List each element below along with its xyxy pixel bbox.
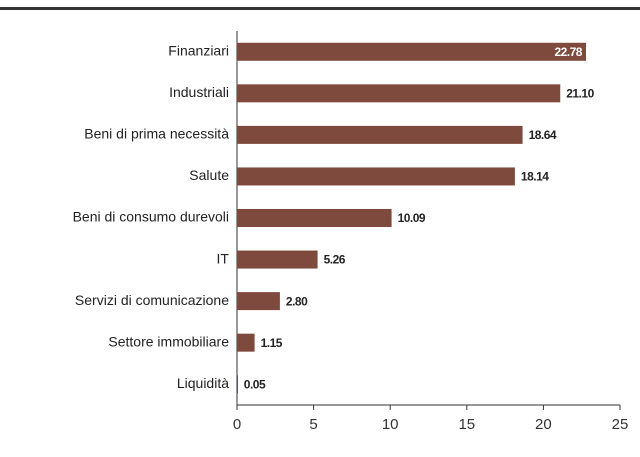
bar: [237, 125, 523, 144]
bar: [237, 209, 392, 227]
y-tick-label: Beni di prima necessità: [84, 126, 229, 142]
value-label: 22.78: [554, 45, 582, 59]
value-label: 18.64: [529, 128, 557, 142]
x-tick-label: 15: [458, 416, 475, 433]
value-label: 0.05: [244, 377, 266, 391]
bar: [237, 375, 238, 394]
x-tick-label: 10: [382, 416, 399, 433]
bar: [237, 250, 318, 269]
value-label: 18.14: [521, 170, 549, 184]
x-tick-label: 20: [535, 416, 552, 433]
bar: [237, 167, 515, 186]
bar: [237, 42, 586, 61]
y-tick-label: Settore immobiliare: [108, 333, 229, 349]
y-tick-label: Servizi di comunicazione: [75, 292, 229, 308]
x-tick-label: 25: [612, 416, 629, 433]
bar: [237, 84, 561, 103]
x-tick-label: 5: [309, 416, 317, 433]
y-tick-label: Liquidità: [177, 375, 229, 391]
y-tick-label: Salute: [189, 167, 229, 183]
y-tick-label: IT: [217, 250, 230, 266]
top-rule: [0, 7, 640, 10]
y-tick-label: Beni di consumo durevoli: [73, 209, 229, 225]
bar: [237, 292, 280, 311]
value-label: 21.10: [566, 87, 594, 101]
value-label: 1.15: [261, 336, 283, 350]
x-tick-label: 0: [233, 416, 241, 433]
value-label: 5.26: [324, 253, 346, 267]
value-label: 10.09: [398, 211, 426, 225]
y-tick-label: Industriali: [169, 84, 229, 100]
y-tick-label: Finanziari: [168, 42, 229, 58]
value-label: 2.80: [286, 294, 308, 308]
bar: [237, 333, 255, 352]
